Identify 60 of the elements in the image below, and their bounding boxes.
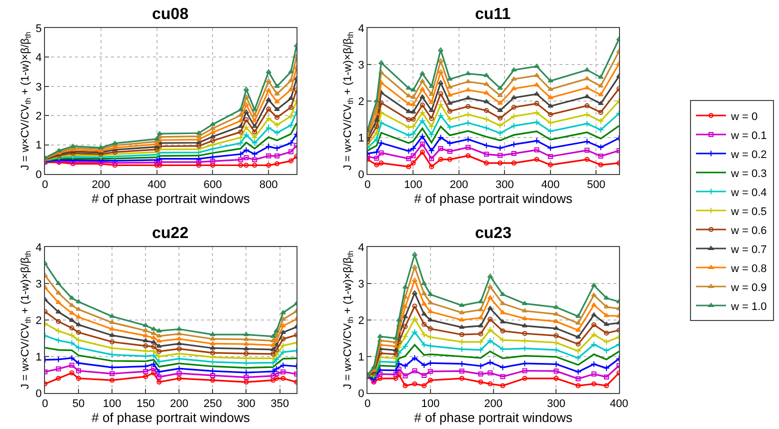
x-tick-label: 200 (170, 398, 188, 410)
x-tick-label: 50 (72, 398, 85, 410)
legend-label: w = 0.9 (730, 282, 767, 294)
y-tick-label: 1 (36, 351, 42, 364)
legend-label: w = 0.4 (730, 186, 767, 199)
y-tick-label: 3 (36, 278, 42, 290)
chart-title: cu22 (152, 225, 189, 242)
y-tick-label: 5 (36, 22, 42, 35)
x-axis-title: # of phase portrait windows (92, 191, 250, 206)
legend-label: w = 0.1 (730, 130, 767, 142)
y-tick-label: 0 (358, 388, 364, 400)
y-tick-label: 4 (36, 52, 42, 64)
legend-label: w = 1.0 (730, 300, 767, 313)
y-tick-label: 0 (358, 168, 364, 181)
y-tick-label: 3 (36, 81, 42, 94)
y-tick-label: 2 (36, 110, 42, 122)
y-tick-label: 0 (36, 168, 42, 181)
y-tick-label: 1 (36, 140, 42, 152)
y-tick-label: 3 (358, 59, 364, 72)
legend-label: w = 0 (730, 110, 758, 123)
x-tick-label: 100 (404, 179, 422, 192)
x-tick-label: 250 (204, 398, 222, 410)
legend-label: w = 0.7 (730, 244, 767, 256)
y-tick-label: 4 (358, 22, 364, 35)
legend-label: w = 0.8 (730, 262, 767, 275)
x-tick-label: 200 (484, 398, 502, 410)
x-axis-title: # of phase portrait windows (414, 410, 573, 426)
y-tick-label: 2 (36, 314, 42, 327)
y-tick-label: 0 (36, 388, 42, 400)
x-tick-label: 200 (450, 179, 468, 192)
chart-title: cu23 (475, 225, 512, 242)
y-tick-label: 2 (358, 314, 364, 327)
y-tick-label: 3 (358, 278, 364, 290)
y-tick-label: 4 (358, 242, 364, 254)
x-tick-label: 300 (237, 398, 256, 410)
x-tick-label: 200 (92, 179, 110, 192)
y-tick-label: 1 (358, 351, 364, 364)
legend-label: w = 0.5 (730, 206, 767, 218)
x-tick-label: 400 (148, 179, 166, 192)
x-tick-label: 800 (259, 179, 278, 192)
x-tick-label: 400 (541, 179, 560, 192)
x-axis-title: # of phase portrait windows (414, 191, 573, 206)
chart-title: cu11 (475, 6, 511, 23)
x-tick-label: 100 (421, 398, 440, 410)
legend-label: w = 0.2 (730, 148, 767, 161)
x-tick-label: 400 (610, 398, 628, 410)
y-tick-label: 1 (358, 132, 364, 144)
legend-label: w = 0.6 (730, 224, 767, 237)
x-tick-label: 350 (270, 398, 289, 410)
x-tick-label: 100 (102, 398, 122, 410)
x-tick-label: 300 (496, 179, 514, 192)
y-tick-label: 2 (358, 96, 364, 108)
x-tick-label: 500 (587, 179, 606, 192)
x-tick-label: 150 (136, 398, 155, 410)
x-tick-label: 300 (546, 398, 566, 410)
legend-label: w = 0.3 (730, 168, 767, 180)
x-axis-title: # of phase portrait windows (92, 410, 250, 426)
y-tick-label: 4 (36, 242, 42, 254)
x-tick-label: 600 (204, 179, 222, 192)
chart-title: cu08 (152, 6, 189, 23)
